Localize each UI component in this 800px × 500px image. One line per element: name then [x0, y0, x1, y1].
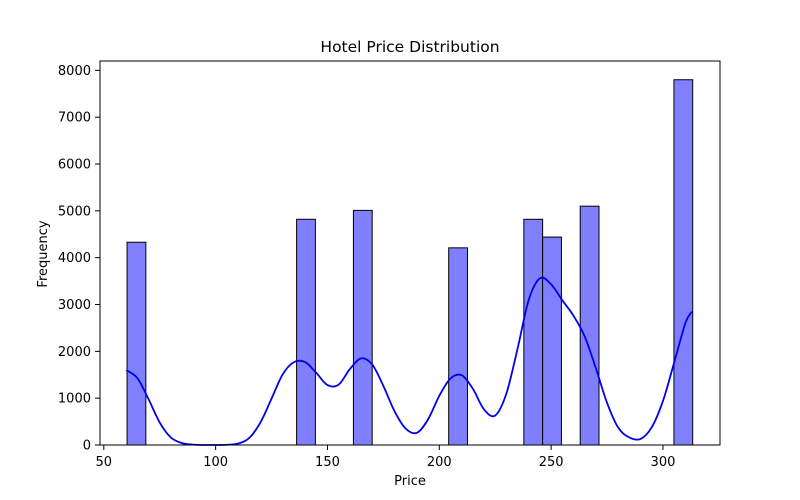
- plot-frame: [99, 60, 721, 446]
- x-tick-label: 100: [203, 455, 228, 470]
- y-tick-label: 2000: [58, 345, 91, 360]
- y-tick-label: 1000: [58, 392, 91, 407]
- x-tick-label: 50: [96, 455, 113, 470]
- x-tick-label: 150: [315, 455, 340, 470]
- histogram-bar: [579, 205, 600, 446]
- x-tick-label: 300: [651, 455, 676, 470]
- y-tick-label: 4000: [58, 251, 91, 266]
- x-axis-label: Price: [394, 474, 426, 489]
- y-tick-label: 3000: [58, 298, 91, 313]
- y-tick-label: 0: [83, 439, 91, 454]
- histogram-bar: [296, 218, 316, 446]
- y-tick-label: 7000: [58, 111, 91, 126]
- chart-title: Hotel Price Distribution: [320, 38, 499, 56]
- x-ticks: 50 100 150 200 250 300: [96, 445, 676, 470]
- y-tick-label: 8000: [58, 64, 91, 79]
- y-axis-label: Frequency: [36, 220, 51, 287]
- kde-line: [125, 276, 693, 446]
- x-tick-label: 200: [427, 455, 452, 470]
- histogram-bar: [523, 218, 544, 446]
- histogram-bar: [126, 241, 147, 446]
- histogram-bar: [448, 247, 468, 446]
- y-tick-label: 5000: [58, 204, 91, 219]
- histogram-bar: [542, 236, 562, 446]
- bars-layer: [126, 79, 694, 446]
- y-tick-label: 6000: [58, 158, 91, 173]
- x-tick-label: 250: [539, 455, 564, 470]
- histogram-bar: [673, 79, 694, 446]
- y-ticks: 0 1000 2000 3000 4000 5000 6000 7000 8000: [58, 64, 100, 454]
- histogram-bar: [352, 209, 373, 446]
